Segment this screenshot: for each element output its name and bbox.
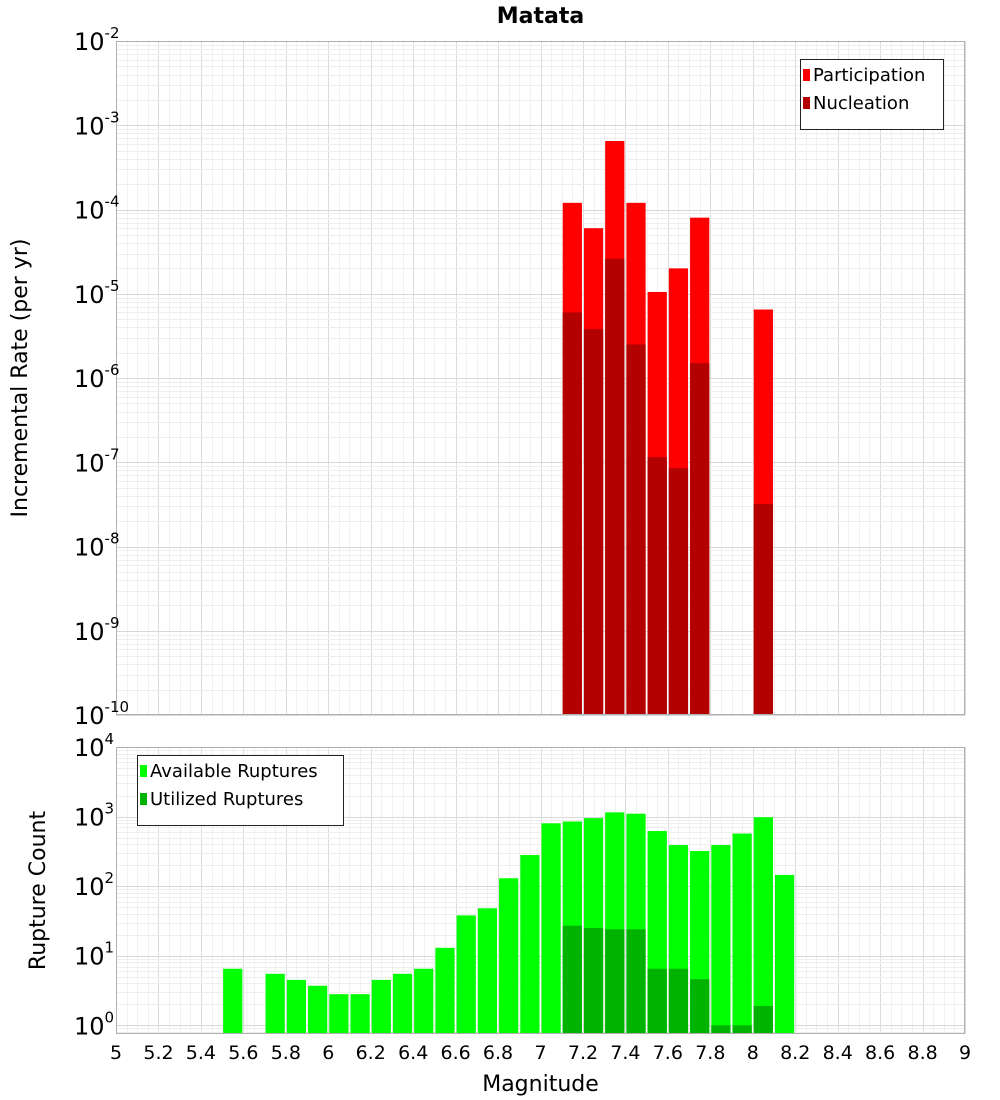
bar-available-ruptures	[286, 979, 307, 1034]
legend-label: Nucleation	[813, 93, 909, 114]
bar-available-ruptures	[499, 878, 519, 1034]
y-tick-labels: 10-2 10-3 10-4 10-5 10-6 10-7 10-8 10-9 10-10	[74, 24, 129, 730]
legend: Available Ruptures Utilized Ruptures	[137, 755, 344, 826]
bar-nucleation	[562, 312, 582, 715]
bar-available-ruptures	[308, 985, 328, 1034]
panel-rupture-count: 104 103 102 101 100 Rupture Count Available Ru…	[26, 730, 966, 1040]
chart-title: Matata	[497, 4, 584, 29]
x-tick-label: 5	[110, 1042, 122, 1064]
y-tick-label: 10-7	[74, 445, 120, 477]
bar-nucleation	[668, 468, 689, 715]
y-tick-label: 10-3	[74, 108, 120, 140]
x-tick-label: 9	[959, 1042, 971, 1064]
bar-utilized-ruptures	[562, 925, 582, 1034]
x-tick-label: 6.6	[440, 1042, 470, 1064]
bars	[562, 141, 773, 715]
y-tick-label: 10-10	[74, 698, 129, 730]
bar-utilized-ruptures	[647, 968, 667, 1034]
legend-swatch	[803, 97, 810, 109]
legend-label: Available Ruptures	[150, 761, 318, 782]
bar-available-ruptures	[711, 845, 731, 1034]
x-tick-label: 8.6	[865, 1042, 895, 1064]
gridlines	[116, 41, 966, 716]
bar-nucleation	[647, 457, 667, 715]
plot-frame	[116, 41, 965, 715]
legend-swatch	[140, 765, 147, 777]
y-tick-label: 100	[74, 1008, 114, 1040]
x-tick-label: 8.8	[907, 1042, 937, 1064]
x-tick-label: 5.8	[271, 1042, 301, 1064]
bar-utilized-ruptures	[583, 928, 604, 1034]
x-tick-label: 5.4	[186, 1042, 216, 1064]
legend: Participation Nucleation	[800, 59, 944, 130]
bar-utilized-ruptures	[690, 979, 710, 1034]
bar-available-ruptures	[732, 833, 752, 1034]
legend-box	[137, 755, 344, 826]
y-tick-label: 103	[74, 800, 114, 832]
legend-label: Participation	[813, 65, 925, 86]
panel-incremental-rate: 10-2 10-3 10-4 10-5 10-6 10-7 10-8 10-9 10-10 Inc…	[8, 24, 966, 730]
y-tick-label: 102	[74, 869, 114, 901]
legend-label: Utilized Ruptures	[150, 789, 303, 810]
bar-available-ruptures	[520, 855, 540, 1034]
bar-utilized-ruptures	[626, 929, 646, 1034]
bar-available-ruptures	[414, 968, 434, 1034]
bar-nucleation	[753, 503, 773, 715]
x-tick-label: 7.6	[653, 1042, 683, 1064]
y-tick-label: 104	[74, 730, 114, 762]
x-tick-label: 7	[534, 1042, 546, 1064]
legend-swatch	[803, 69, 810, 81]
bar-nucleation	[583, 329, 604, 715]
y-tick-label: 10-2	[74, 24, 120, 56]
bar-available-ruptures	[435, 947, 455, 1034]
x-tick-label: 6	[322, 1042, 334, 1064]
x-tick-label: 7.8	[695, 1042, 725, 1064]
x-axis-label: Magnitude	[482, 1072, 599, 1097]
bar-available-ruptures	[774, 874, 795, 1034]
bar-utilized-ruptures	[711, 1025, 731, 1034]
x-tick-label: 7.2	[568, 1042, 598, 1064]
x-tick-label: 7.4	[610, 1042, 640, 1064]
x-tick-label: 8.2	[780, 1042, 810, 1064]
bar-available-ruptures	[350, 994, 370, 1034]
legend-box	[800, 59, 944, 130]
bar-available-ruptures	[392, 973, 413, 1034]
y-tick-label: 10-6	[74, 361, 120, 393]
x-tick-label: 5.6	[228, 1042, 258, 1064]
x-tick-label: 5.2	[143, 1042, 173, 1064]
bar-nucleation	[690, 363, 710, 715]
legend-swatch	[140, 793, 147, 805]
bar-available-ruptures	[477, 908, 498, 1034]
x-tick-label: 8	[747, 1042, 759, 1064]
bars	[223, 812, 795, 1034]
bar-utilized-ruptures	[753, 1005, 773, 1034]
y-tick-label: 10-9	[74, 614, 120, 646]
y-tick-label: 101	[74, 939, 114, 971]
y-axis-label: Incremental Rate (per yr)	[8, 239, 33, 518]
x-tick-label: 6.8	[483, 1042, 513, 1064]
bar-nucleation	[626, 344, 646, 715]
bar-utilized-ruptures	[668, 968, 689, 1034]
bar-available-ruptures	[329, 994, 349, 1034]
y-tick-label: 10-8	[74, 530, 120, 562]
bar-available-ruptures	[753, 817, 773, 1034]
bar-available-ruptures	[541, 823, 561, 1034]
bar-available-ruptures	[223, 968, 243, 1034]
x-tick-label: 6.4	[398, 1042, 428, 1064]
y-tick-label: 10-4	[74, 193, 120, 225]
bar-utilized-ruptures	[732, 1025, 752, 1034]
y-tick-label: 10-5	[74, 277, 120, 309]
y-axis-label: Rupture Count	[26, 811, 51, 971]
x-tick-labels: 5 5.2 5.4 5.6 5.8 6 6.2 6.4 6.6 6.8 7 7.2 7.4 7.6 7.8 8…	[110, 1042, 971, 1064]
y-tick-labels: 104 103 102 101 100	[74, 730, 114, 1040]
bar-available-ruptures	[456, 915, 476, 1034]
bar-nucleation	[605, 258, 625, 715]
plot-frame	[116, 747, 965, 1034]
bar-utilized-ruptures	[605, 929, 625, 1034]
x-tick-label: 6.2	[356, 1042, 386, 1064]
bar-available-ruptures	[371, 979, 391, 1034]
bar-available-ruptures	[265, 973, 285, 1034]
x-tick-label: 8.4	[823, 1042, 853, 1064]
